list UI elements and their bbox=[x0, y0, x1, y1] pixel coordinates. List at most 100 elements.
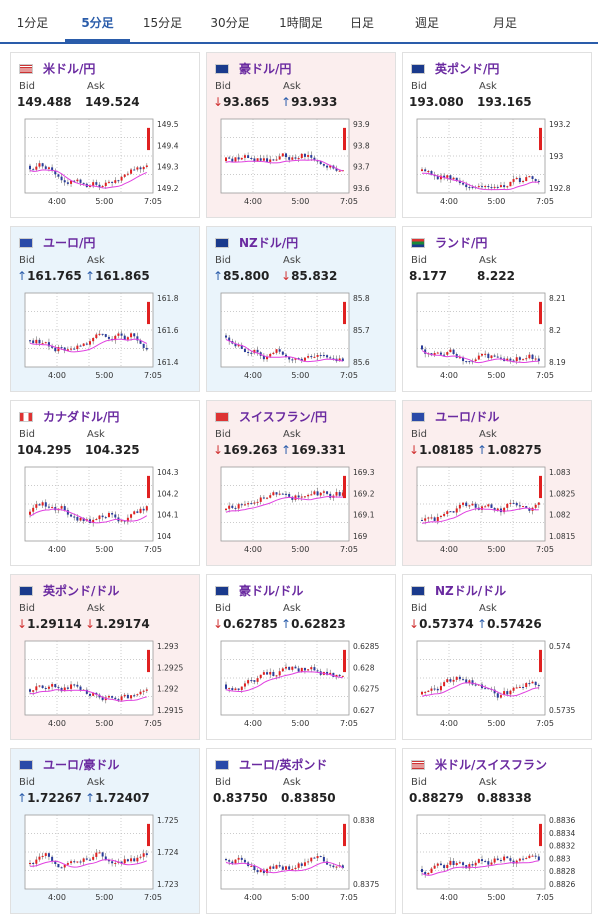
candle bbox=[326, 165, 329, 168]
candle bbox=[66, 863, 69, 865]
candle bbox=[294, 666, 297, 669]
moving-average-line bbox=[422, 172, 539, 191]
candle bbox=[44, 342, 47, 344]
candle bbox=[281, 668, 284, 672]
candle bbox=[123, 694, 126, 697]
tab-2[interactable]: 15分足 bbox=[142, 16, 183, 30]
pair-card[interactable]: ユーロ/円 Bid Ask ↑161.765 ↑161.865 161.8 161.6 161… bbox=[10, 226, 200, 392]
candle bbox=[136, 857, 139, 862]
x-tick-label: 4:00 bbox=[244, 371, 262, 380]
candle bbox=[487, 504, 490, 507]
pair-name[interactable]: 英ポンド/円 bbox=[411, 60, 499, 77]
candle bbox=[531, 681, 534, 684]
pair-name-label: 豪ドル/円 bbox=[239, 62, 292, 76]
y-tick-label: 93.9 bbox=[353, 120, 370, 129]
tab-6[interactable]: 週足 bbox=[414, 16, 439, 30]
tab-5[interactable]: 日足 bbox=[349, 16, 374, 30]
candle bbox=[272, 866, 275, 869]
pair-name[interactable]: 米ドル/円 bbox=[19, 60, 95, 77]
pair-name[interactable]: ユーロ/英ポンド bbox=[215, 756, 327, 773]
candle bbox=[51, 346, 54, 348]
bid-value: ↓1.08185 bbox=[409, 443, 474, 457]
candle bbox=[313, 667, 316, 671]
candle bbox=[139, 340, 142, 344]
y-tick-label: 85.6 bbox=[353, 358, 370, 367]
pair-card[interactable]: ユーロ/英ポンド Bid Ask 0.83750 0.83850 0.838 0.8375 4… bbox=[206, 748, 396, 914]
candle bbox=[506, 503, 509, 508]
bid-label: Bid bbox=[411, 81, 427, 92]
candle bbox=[291, 157, 294, 160]
candle bbox=[455, 676, 458, 680]
candle bbox=[512, 360, 515, 362]
pair-name[interactable]: NZドル/ドル bbox=[411, 582, 506, 599]
candle bbox=[82, 517, 85, 522]
pair-card[interactable]: カナダドル/円 Bid Ask 104.295 104.325 104.3 104.2 104… bbox=[10, 400, 200, 566]
candle bbox=[76, 516, 79, 521]
pair-card[interactable]: 豪ドル/円 Bid Ask ↓93.865 ↑93.933 93.9 93.8 93.7 93.… bbox=[206, 52, 396, 218]
tab-4[interactable]: 1時間足 bbox=[279, 16, 323, 30]
candle bbox=[534, 178, 537, 182]
candle bbox=[468, 864, 471, 869]
pair-name-label: ユーロ/円 bbox=[43, 236, 96, 250]
pair-name-label: スイスフラン/円 bbox=[239, 410, 328, 424]
pair-card[interactable]: スイスフラン/円 Bid Ask ↓169.263 ↑169.331 169.3 169.2… bbox=[206, 400, 396, 566]
flag-icon bbox=[215, 63, 229, 74]
pair-name[interactable]: ランド/円 bbox=[411, 234, 487, 251]
x-tick-label: 7:05 bbox=[340, 719, 358, 728]
arrow-down-icon: ↓ bbox=[409, 617, 420, 631]
candle bbox=[496, 858, 499, 861]
x-tick-label: 7:05 bbox=[144, 545, 162, 554]
candle bbox=[421, 520, 423, 522]
candle bbox=[47, 506, 50, 508]
candle bbox=[240, 157, 243, 160]
ask-label: Ask bbox=[479, 429, 497, 440]
x-tick-label: 7:05 bbox=[144, 719, 162, 728]
candle bbox=[120, 861, 123, 864]
arrow-up-icon: ↑ bbox=[85, 269, 96, 283]
candle bbox=[539, 649, 542, 673]
pair-name[interactable]: NZドル/円 bbox=[215, 234, 298, 251]
pair-name[interactable]: スイスフラン/円 bbox=[215, 408, 327, 425]
candle bbox=[136, 336, 139, 341]
pair-card[interactable]: 英ポンド/ドル Bid Ask ↓1.29114 ↓1.29174 1.293 1.2925… bbox=[10, 574, 200, 740]
pair-card[interactable]: 米ドル/スイスフラン Bid Ask 0.88279 0.88338 0.8836 0.88… bbox=[402, 748, 592, 914]
candle bbox=[484, 186, 487, 188]
pair-name[interactable]: 米ドル/スイスフラン bbox=[411, 756, 547, 773]
pair-card[interactable]: NZドル/円 Bid Ask ↑85.800 ↓85.832 85.8 85.7 85.6 4:… bbox=[206, 226, 396, 392]
pair-card[interactable]: 英ポンド/円 Bid Ask 193.080 193.165 193.2 193 192.8 4… bbox=[402, 52, 592, 218]
arrow-down-icon: ↓ bbox=[17, 617, 28, 631]
candle bbox=[316, 355, 319, 357]
pair-name[interactable]: 豪ドル/円 bbox=[215, 60, 291, 77]
pair-name[interactable]: 英ポンド/ドル bbox=[19, 582, 119, 599]
candle bbox=[32, 690, 35, 692]
tab-1[interactable]: 5分足 bbox=[65, 0, 130, 42]
pair-card[interactable]: ユーロ/ドル Bid Ask ↓1.08185 ↑1.08275 1.083 1.0825 1… bbox=[402, 400, 592, 566]
candle bbox=[297, 863, 300, 868]
x-tick-label: 4:00 bbox=[440, 893, 458, 902]
pair-card[interactable]: ユーロ/豪ドル Bid Ask ↑1.72267 ↑1.72407 1.725 1.724 1… bbox=[10, 748, 200, 914]
pair-name[interactable]: ユーロ/円 bbox=[19, 234, 95, 251]
candle bbox=[343, 475, 346, 499]
tab-0[interactable]: 1分足 bbox=[16, 16, 49, 30]
y-tick-label: 149.3 bbox=[157, 163, 179, 172]
pair-card[interactable]: NZドル/ドル Bid Ask ↓0.57374 ↑0.57426 0.574 0.5735… bbox=[402, 574, 592, 740]
pair-card[interactable]: 米ドル/円 Bid Ask 149.488 149.524 149.5 149.4 149.3… bbox=[10, 52, 200, 218]
arrow-up-icon: ↑ bbox=[213, 269, 224, 283]
candle bbox=[288, 866, 291, 870]
candle bbox=[499, 357, 502, 359]
pair-name[interactable]: ユーロ/豪ドル bbox=[19, 756, 119, 773]
pair-card[interactable]: ランド/円 Bid Ask 8.177 8.222 8.21 8.2 8.19 4:00 5:00… bbox=[402, 226, 592, 392]
tab-3[interactable]: 30分足 bbox=[210, 16, 250, 30]
candle bbox=[474, 503, 477, 508]
candle bbox=[70, 514, 73, 517]
pair-name[interactable]: 豪ドル/ドル bbox=[215, 582, 303, 599]
candle bbox=[294, 867, 297, 870]
candle bbox=[29, 862, 31, 864]
pair-name[interactable]: カナダドル/円 bbox=[19, 408, 119, 425]
y-tick-label: 1.0825 bbox=[549, 489, 575, 498]
pair-card[interactable]: 豪ドル/ドル Bid Ask ↓0.62785 ↑0.62823 0.6285 0.628 0… bbox=[206, 574, 396, 740]
pair-name[interactable]: ユーロ/ドル bbox=[411, 408, 499, 425]
candle bbox=[310, 494, 313, 496]
candle bbox=[539, 127, 542, 151]
tab-7[interactable]: 月足 bbox=[492, 16, 517, 30]
